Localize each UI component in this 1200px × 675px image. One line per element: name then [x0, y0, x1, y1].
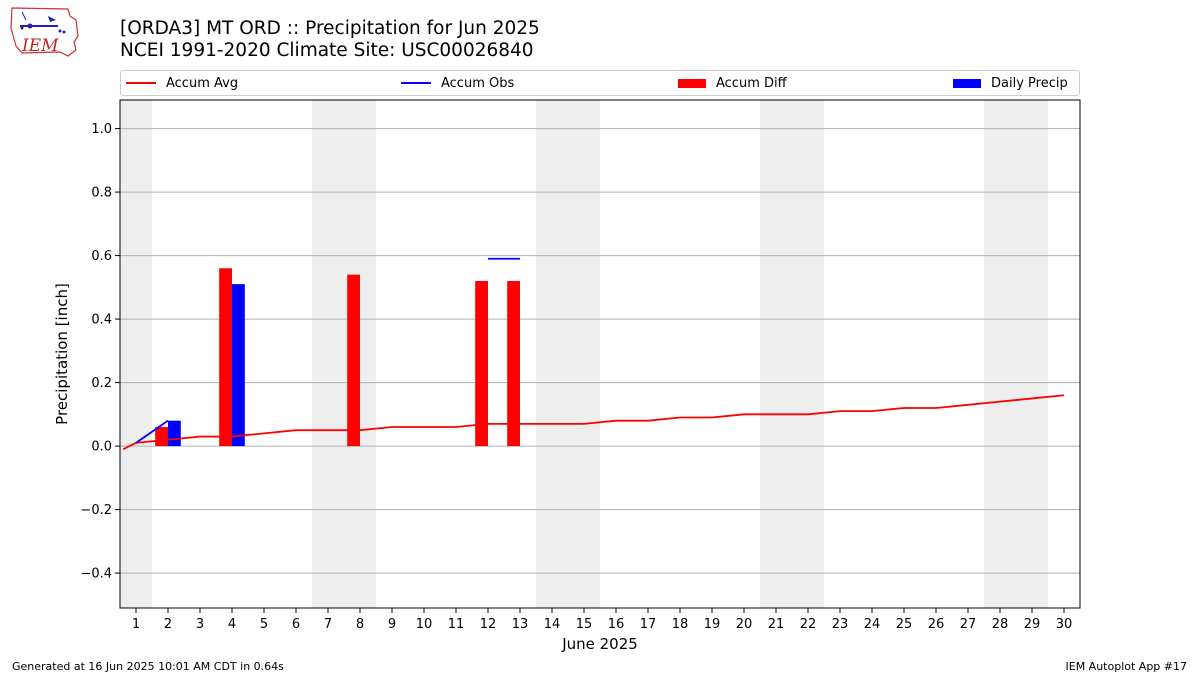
legend-swatch-accum-diff [678, 78, 706, 88]
x-tick-label-30: 30 [1056, 617, 1073, 632]
x-tick-label-24: 24 [864, 617, 881, 632]
x-tick-label-1: 1 [132, 617, 140, 632]
legend-swatch-accum-avg [126, 82, 156, 84]
x-tick-label-29: 29 [1024, 617, 1041, 632]
legend-item-accum-diff: Accum Diff [678, 71, 787, 95]
x-tick-label-14: 14 [544, 617, 561, 632]
bar-accum-diff-day-8 [347, 274, 360, 447]
line-accum-avg-segment-0 [122, 394, 1065, 451]
weekend-shade-day-28 [984, 100, 1016, 608]
logo-text: IEM [22, 36, 59, 56]
bar-accum-diff-day-12 [475, 280, 488, 447]
x-tick-label-27: 27 [960, 617, 977, 632]
bar-daily-precip-day-2 [168, 420, 181, 447]
x-tick-label-11: 11 [448, 617, 465, 632]
x-tick-label-5: 5 [260, 617, 268, 632]
bar-accum-diff-day-4 [219, 268, 232, 447]
x-tick-label-13: 13 [512, 617, 529, 632]
x-tick-label-12: 12 [480, 617, 497, 632]
x-tick-label-22: 22 [800, 617, 817, 632]
legend-item-accum-obs: Accum Obs [401, 71, 514, 95]
plot-frame [119, 99, 1081, 609]
y-tick-label-7: 1.0 [91, 122, 112, 137]
legend-label-accum-obs: Accum Obs [441, 75, 515, 91]
legend-item-accum-avg: Accum Avg [126, 71, 238, 95]
bar-accum-diff-day-13 [507, 280, 520, 447]
footer-generated: Generated at 16 Jun 2025 10:01 AM CDT in… [12, 660, 284, 673]
y-tick-label-3: 0.2 [91, 376, 112, 391]
y-tick-label-0: −0.4 [80, 567, 112, 582]
weekend-shade-day-21 [760, 100, 792, 608]
x-tick-label-10: 10 [416, 617, 433, 632]
x-tick-label-18: 18 [672, 617, 689, 632]
x-tick-label-19: 19 [704, 617, 721, 632]
chart-title: [ORDA3] MT ORD :: Precipitation for Jun … [120, 18, 540, 39]
x-tick-label-20: 20 [736, 617, 753, 632]
iem-logo: IEM [8, 6, 80, 58]
x-tick-label-4: 4 [228, 617, 236, 632]
x-tick-label-28: 28 [992, 617, 1009, 632]
x-tick-label-25: 25 [896, 617, 913, 632]
weekend-shade-day-15 [568, 100, 600, 608]
y-tick-label-2: 0.0 [91, 440, 112, 455]
y-tick-label-6: 0.8 [91, 186, 112, 201]
y-tick-label-1: −0.2 [80, 503, 112, 518]
legend-swatch-daily-precip [953, 78, 981, 88]
y-tick-label-5: 0.6 [91, 249, 112, 264]
legend-label-accum-diff: Accum Diff [716, 75, 787, 91]
footer-app: IEM Autoplot App #17 [1065, 660, 1188, 673]
weekend-shade-day-1 [120, 100, 152, 608]
x-tick-label-3: 3 [196, 617, 204, 632]
x-tick-label-23: 23 [832, 617, 849, 632]
x-tick-label-8: 8 [356, 617, 364, 632]
y-axis-label: Precipitation [inch] [53, 283, 71, 425]
x-axis-label: June 2025 [561, 635, 638, 653]
x-tick-label-15: 15 [576, 617, 593, 632]
chart-legend: Accum Avg Accum Obs Accum Diff Daily Pre… [120, 70, 1080, 96]
x-tick-label-17: 17 [640, 617, 657, 632]
weekend-shade-day-22 [792, 100, 824, 608]
bar-accum-diff-day-2 [155, 427, 168, 447]
bar-daily-precip-day-4 [232, 284, 245, 447]
x-tick-label-16: 16 [608, 617, 625, 632]
legend-item-daily-precip: Daily Precip [953, 71, 1068, 95]
x-tick-label-21: 21 [768, 617, 785, 632]
legend-swatch-accum-obs [401, 82, 431, 84]
x-tick-label-6: 6 [292, 617, 300, 632]
legend-label-daily-precip: Daily Precip [991, 75, 1068, 91]
weekend-shade-day-7 [312, 100, 344, 608]
x-tick-label-26: 26 [928, 617, 945, 632]
x-tick-label-7: 7 [324, 617, 332, 632]
line-accum-obs-segment-0 [135, 419, 169, 444]
x-tick-label-9: 9 [388, 617, 396, 632]
chart-subtitle: NCEI 1991-2020 Climate Site: USC00026840 [120, 40, 534, 61]
y-tick-label-4: 0.4 [91, 313, 112, 328]
x-tick-label-2: 2 [164, 617, 172, 632]
weekend-shade-day-29 [1016, 100, 1048, 608]
weekend-shade-day-14 [536, 100, 568, 608]
legend-label-accum-avg: Accum Avg [166, 75, 239, 91]
